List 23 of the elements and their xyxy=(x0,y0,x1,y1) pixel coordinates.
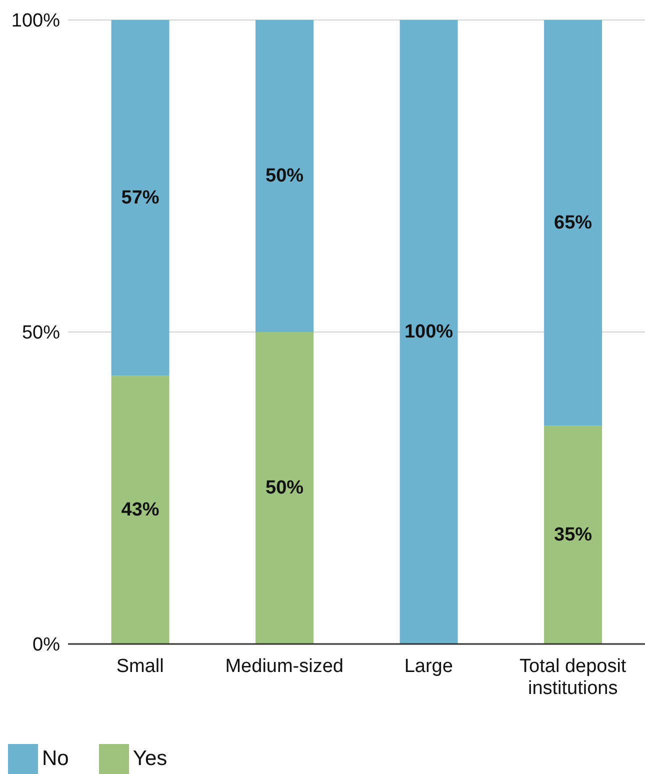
data-label: 35% xyxy=(554,524,592,546)
y-tick-label: 50% xyxy=(22,322,60,344)
x-tick-label: Total deposit institutions xyxy=(520,656,627,699)
data-label: 50% xyxy=(266,478,304,498)
y-tick-label: 0% xyxy=(32,634,60,656)
x-tick-label: Small xyxy=(116,656,164,677)
data-label: 65% xyxy=(554,212,592,234)
bar xyxy=(544,426,602,644)
bar xyxy=(111,20,170,376)
x-tick-label: Large xyxy=(404,656,453,677)
data-label: 50% xyxy=(266,166,304,186)
bar xyxy=(256,332,314,644)
data-label: 43% xyxy=(121,499,160,520)
legend-label: Yes xyxy=(132,746,168,770)
bar xyxy=(400,20,458,644)
legend-label: No xyxy=(42,746,69,770)
data-label: 100% xyxy=(404,322,454,342)
bar xyxy=(256,20,314,332)
y-tick-label: 100% xyxy=(11,10,60,32)
data-label: 57% xyxy=(121,187,160,208)
x-tick-label: Medium-sized xyxy=(225,656,344,677)
bar xyxy=(111,376,170,644)
bar xyxy=(544,20,602,426)
